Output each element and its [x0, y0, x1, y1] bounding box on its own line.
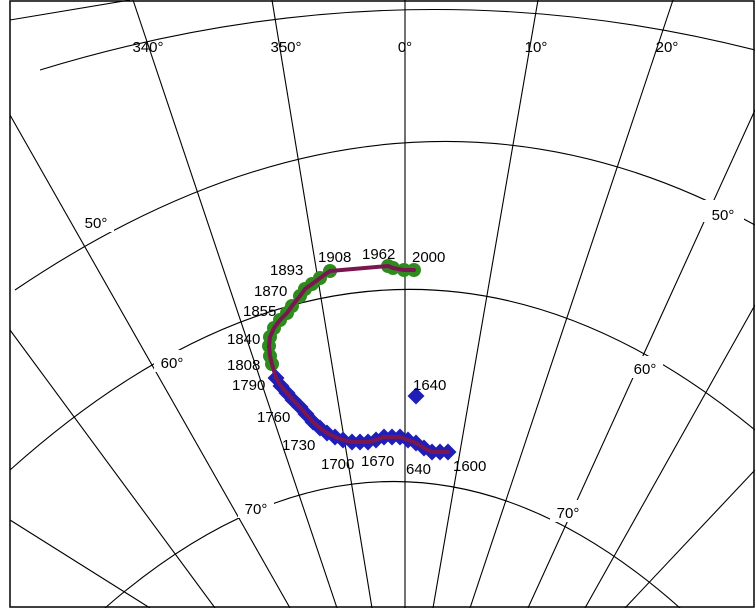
- latitude-label: 50°: [712, 207, 735, 224]
- meridian-line: [584, 304, 755, 609]
- year-label-1855: 1855: [243, 303, 276, 320]
- meridian-line-350: [271, 0, 373, 609]
- year-label-640: 640: [406, 461, 431, 478]
- year-label-1790: 1790: [232, 377, 265, 394]
- map-frame: [9, 0, 755, 608]
- latitude-line-50: [14, 140, 755, 291]
- year-label-1840: 1840: [227, 331, 260, 348]
- meridian-line: [132, 0, 338, 609]
- year-label-1908: 1908: [318, 249, 351, 266]
- longitude-label: 350°: [270, 39, 301, 56]
- year-label-1700: 1700: [321, 456, 354, 473]
- latitude-label: 60°: [634, 361, 657, 378]
- year-label-1600: 1600: [453, 458, 486, 475]
- latitude-line-70: [104, 481, 681, 609]
- meridian-line: [9, 519, 151, 609]
- longitude-labels: 340° 350° 0° 10° 20°: [132, 39, 678, 56]
- longitude-label: 20°: [656, 39, 679, 56]
- meridian-line-20: [469, 0, 674, 609]
- meridian-line: [624, 469, 755, 609]
- longitude-label: 0°: [398, 39, 412, 56]
- year-label-1808: 1808: [227, 357, 260, 374]
- latitude-label: 60°: [161, 355, 184, 372]
- year-label-2000: 2000: [412, 249, 445, 266]
- outlier-marker-1640: [407, 387, 425, 405]
- latitude-lines: [9, 8, 755, 609]
- longitude-label: 10°: [525, 39, 548, 56]
- year-label-1670: 1670: [361, 453, 394, 470]
- latitude-label: 70°: [557, 505, 580, 522]
- year-label-1870: 1870: [254, 283, 287, 300]
- latitude-labels: 50° 50° 60° 60° 70° 70°: [78, 200, 744, 522]
- meridian-line: [9, 329, 216, 609]
- latitude-label: 70°: [245, 501, 268, 518]
- year-labels: 2000 1962 1908 1893 1870 1855 1840 1808 …: [227, 246, 486, 478]
- year-label-1730: 1730: [282, 437, 315, 454]
- latitude-label: 50°: [85, 215, 108, 232]
- year-label-1640: 1640: [413, 377, 446, 394]
- meridian-lines: [9, 0, 755, 609]
- meridian-line-10: [432, 0, 539, 609]
- year-label-1962: 1962: [362, 246, 395, 263]
- year-label-1893: 1893: [270, 262, 303, 279]
- meridian-line: [9, 114, 291, 609]
- latitude-line-45: [39, 8, 755, 71]
- year-label-1760: 1760: [257, 409, 290, 426]
- pole-track-path: [267, 264, 450, 454]
- meridian-line: [9, 0, 131, 21]
- longitude-label: 340°: [132, 39, 163, 56]
